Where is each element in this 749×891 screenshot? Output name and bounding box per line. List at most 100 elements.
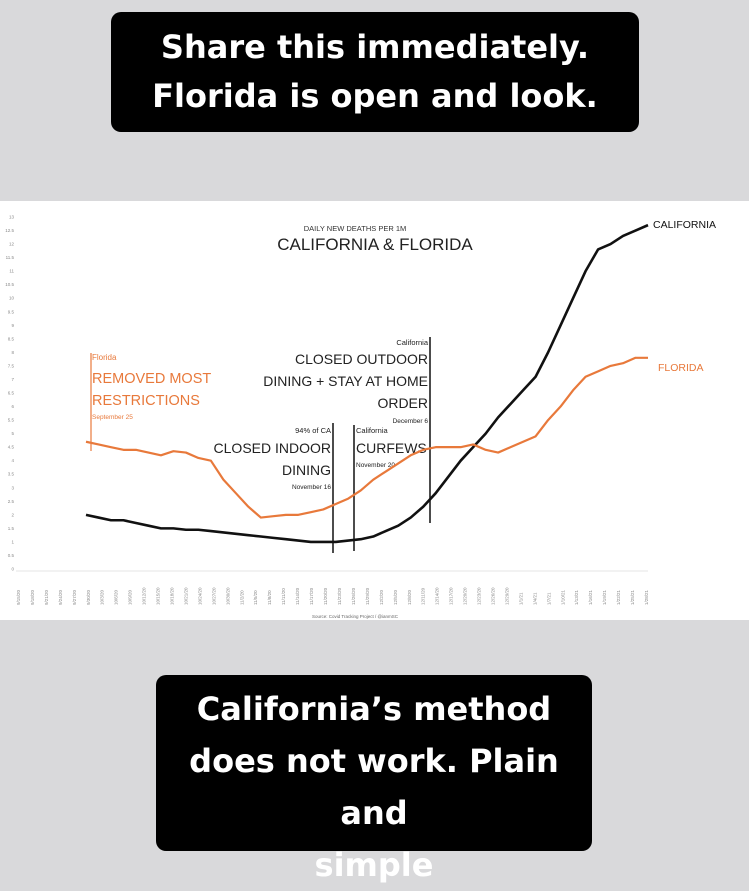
annotation-date: November 16	[292, 484, 331, 491]
y-tick-label: 11	[9, 269, 14, 274]
bottom-caption-line-2: does not work. Plain and	[189, 742, 559, 832]
annotation-big-3: ORDER	[377, 395, 428, 411]
top-caption-line-2: Florida is open and look.	[152, 77, 598, 115]
x-tick-label: 11/23/20	[337, 587, 342, 605]
y-tick-label: 2.5	[8, 499, 15, 504]
x-tick-label: 11/17/20	[309, 587, 314, 605]
x-tick-label: 12/17/20	[449, 587, 454, 605]
x-tick-label: 12/23/20	[477, 587, 482, 605]
x-tick-label: 11/29/20	[365, 587, 370, 605]
annotation-outdoor-dining: California CLOSED OUTDOOR DINING + STAY …	[263, 337, 431, 523]
annotation-small: 94% of CA	[295, 426, 331, 435]
x-tick-label: 9/30/20	[86, 589, 91, 605]
series-label-california: CALIFORNIA	[653, 219, 716, 231]
x-tick-group: 9/15/20 9/18/20 9/21/20 9/24/20 9/27/20 9/30/…	[16, 570, 649, 605]
x-tick-label: 1/4/21	[532, 592, 537, 605]
x-tick-label: 9/27/20	[72, 589, 77, 605]
bottom-caption: California’s method does not work. Plain…	[156, 675, 592, 884]
chart-subtitle: DAILY NEW DEATHS PER 1M	[304, 224, 407, 233]
y-tick-label: 3.5	[8, 472, 15, 477]
x-tick-label: 12/26/20	[490, 587, 495, 605]
annotation-big-1: CLOSED OUTDOOR	[295, 351, 428, 367]
x-tick-label: 1/13/21	[574, 589, 579, 605]
x-tick-label: 12/29/20	[504, 587, 509, 605]
annotation-indoor-dining: 94% of CA CLOSED INDOOR DINING November …	[214, 423, 334, 553]
x-tick-label: 12/8/20	[407, 589, 412, 605]
y-tick-label: 7	[11, 377, 14, 382]
annotation-small: California	[396, 338, 429, 347]
x-tick-label: 10/3/20	[100, 589, 105, 605]
y-tick-label: 3	[11, 485, 14, 490]
x-tick-label: 1/10/21	[560, 589, 565, 605]
series-line-florida	[85, 356, 648, 519]
y-tick-label: 4.5	[8, 445, 15, 450]
x-tick-label: 11/11/20	[281, 588, 286, 605]
annotation-date: November 20	[356, 462, 395, 469]
y-tick-label: 9	[11, 323, 14, 328]
top-caption: Share this immediately. Florida is open …	[111, 12, 639, 132]
x-tick-label: 10/12/20	[142, 587, 147, 605]
x-tick-label: 9/18/20	[30, 589, 35, 605]
x-tick-label: 1/1/21	[518, 592, 523, 605]
y-tick-label: 2	[11, 512, 14, 517]
x-tick-label: 10/27/20	[211, 587, 216, 605]
y-tick-label: 1	[11, 539, 14, 544]
y-tick-label: 6.5	[8, 391, 15, 396]
y-tick-label: 10.5	[5, 282, 14, 287]
line-chart: 00.511.522.533.544.555.566.577.588.599.5…	[5, 215, 716, 620]
chart-title: CALIFORNIA & FLORIDA	[277, 235, 473, 254]
x-tick-label: 12/14/20	[435, 587, 440, 605]
y-tick-label: 5	[11, 431, 14, 436]
y-tick-label: 12	[9, 242, 15, 247]
x-tick-label: 9/21/20	[44, 589, 49, 605]
annotation-small: California	[356, 426, 389, 435]
chart-image: 0 0.5 1 1.5 2 2.5 3 3.5 4 4.5 5 5.5 6 6.5 7 7.5 8 8.5 9 9.5…	[0, 201, 749, 620]
x-tick-label: 11/8/20	[267, 590, 272, 605]
x-tick-label: 1/28/21	[644, 589, 649, 605]
x-tick-label: 12/5/20	[393, 589, 398, 605]
y-tick-label: 13	[9, 215, 15, 220]
x-tick-label: 11/14/20	[295, 587, 300, 605]
x-tick-label: 11/2/20	[239, 590, 244, 605]
x-tick-label: 12/11/20	[421, 587, 426, 605]
annotation-big-1: CURFEWS	[356, 440, 427, 456]
annotation-small: Florida	[92, 353, 117, 362]
x-tick-label: 9/15/20	[16, 589, 21, 605]
annotation-big-2: RESTRICTIONS	[92, 393, 200, 409]
y-tick-label: 7.5	[8, 363, 15, 368]
annotation-big-2: DINING	[282, 462, 331, 478]
y-tick-label: 10	[9, 296, 15, 301]
annotation-date: September 25	[92, 414, 133, 421]
annotation-big-2: DINING + STAY AT HOME	[263, 373, 428, 389]
y-tick-label: 5.5	[8, 418, 15, 423]
x-tick-label: 10/24/20	[197, 587, 202, 605]
y-tick-label: 6	[11, 404, 14, 409]
annotation-big-1: CLOSED INDOOR	[214, 440, 331, 456]
x-tick-label: 11/20/20	[323, 587, 328, 605]
y-tick-label: 4	[11, 458, 14, 463]
x-tick-label: 1/22/21	[616, 589, 621, 605]
x-tick-label: 10/30/20	[225, 587, 230, 605]
y-tick-label: 11.5	[6, 255, 15, 260]
x-tick-label: 10/6/20	[114, 589, 119, 605]
y-tick-label: 8	[11, 350, 14, 355]
y-tick-label: 0	[11, 567, 14, 572]
annotation-florida-restrictions: Florida REMOVED MOST RESTRICTIONS Septem…	[90, 353, 211, 451]
annotation-big-1: REMOVED MOST	[92, 371, 211, 387]
x-tick-label: 10/15/20	[156, 587, 161, 605]
x-tick-label: 11/5/20	[253, 590, 258, 605]
series-lines	[85, 223, 649, 544]
x-tick-label: 12/20/20	[463, 587, 468, 605]
y-tick-label: 9.5	[8, 309, 15, 314]
y-tick-label: 1.5	[8, 526, 15, 531]
y-tick-label: 8.5	[8, 336, 15, 341]
y-tick-label: 12.5	[5, 228, 14, 233]
x-tick-label: 12/2/20	[379, 589, 384, 605]
bottom-caption-line-1: California’s method	[196, 690, 552, 728]
y-tick-group: 00.511.522.533.544.555.566.577.588.599.5…	[5, 215, 14, 572]
x-tick-label: 10/18/20	[170, 587, 175, 605]
x-tick-label: 1/25/21	[630, 589, 635, 605]
x-tick-label: 10/21/20	[183, 587, 188, 605]
x-tick-label: 1/16/21	[588, 589, 593, 605]
chart-source: Source: Covid Tracking Project / @ianmSC	[312, 614, 399, 619]
